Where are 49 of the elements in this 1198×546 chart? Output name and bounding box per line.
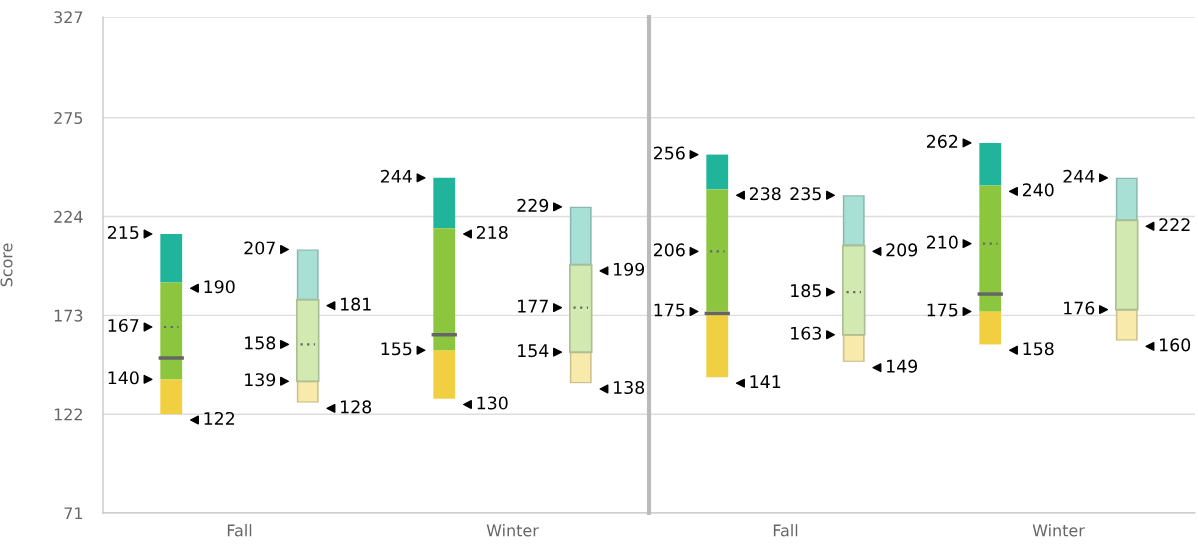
annotation: 244 bbox=[1063, 169, 1095, 183]
annotation: 141 bbox=[750, 375, 781, 388]
annotation: 158 bbox=[245, 336, 276, 350]
annotation: 175 bbox=[654, 303, 685, 317]
annotation: 167 bbox=[108, 318, 139, 333]
annotation: 256 bbox=[653, 146, 685, 160]
annotation: 160 bbox=[1160, 338, 1191, 352]
annotation: 181 bbox=[341, 297, 371, 311]
annotation: 207 bbox=[244, 241, 275, 255]
annotation: 218 bbox=[476, 225, 508, 240]
annotation: 199 bbox=[614, 262, 645, 276]
annotation: 222 bbox=[1159, 218, 1190, 232]
y-tick-label: 71 bbox=[64, 507, 83, 520]
annotation: 140 bbox=[108, 371, 139, 385]
annotation: 210 bbox=[926, 235, 958, 249]
annotation: 262 bbox=[926, 134, 958, 148]
annotation: 176 bbox=[1064, 301, 1095, 315]
annotation: 163 bbox=[791, 326, 821, 340]
y-tick-label: 173 bbox=[54, 309, 83, 322]
annotation: 158 bbox=[1023, 342, 1054, 356]
annotation: 185 bbox=[791, 284, 821, 298]
y-tick-label: 224 bbox=[54, 210, 83, 223]
y-axis-title: Score bbox=[0, 243, 13, 287]
annotation: 244 bbox=[380, 169, 412, 183]
y-tick-label: 122 bbox=[54, 408, 82, 421]
annotation: 209 bbox=[886, 243, 918, 257]
x-tick-label: Winter bbox=[486, 524, 539, 537]
annotation: 177 bbox=[518, 299, 548, 313]
annotation: 139 bbox=[245, 373, 276, 387]
y-tick-label: 275 bbox=[54, 111, 83, 125]
annotation: 238 bbox=[749, 187, 781, 201]
x-tick-label: Winter bbox=[1032, 524, 1085, 537]
annotation: 155 bbox=[381, 342, 412, 356]
annotation: 190 bbox=[204, 280, 235, 294]
x-tick-label: Fall bbox=[227, 524, 252, 537]
annotation: 128 bbox=[341, 400, 372, 414]
annotation: 122 bbox=[204, 411, 235, 425]
annotation: 229 bbox=[517, 198, 549, 212]
annotation: 175 bbox=[927, 303, 958, 317]
annotation: 149 bbox=[887, 359, 918, 373]
annotation: 240 bbox=[1022, 183, 1054, 197]
annotation: 138 bbox=[614, 380, 645, 395]
annotation: 206 bbox=[653, 243, 685, 257]
annotation: 215 bbox=[107, 225, 139, 240]
annotation: 130 bbox=[477, 396, 508, 410]
annotation: 235 bbox=[790, 187, 821, 201]
x-tick-label: Fall bbox=[773, 524, 798, 537]
y-tick-label: 327 bbox=[54, 11, 83, 24]
annotation: 154 bbox=[518, 344, 549, 358]
